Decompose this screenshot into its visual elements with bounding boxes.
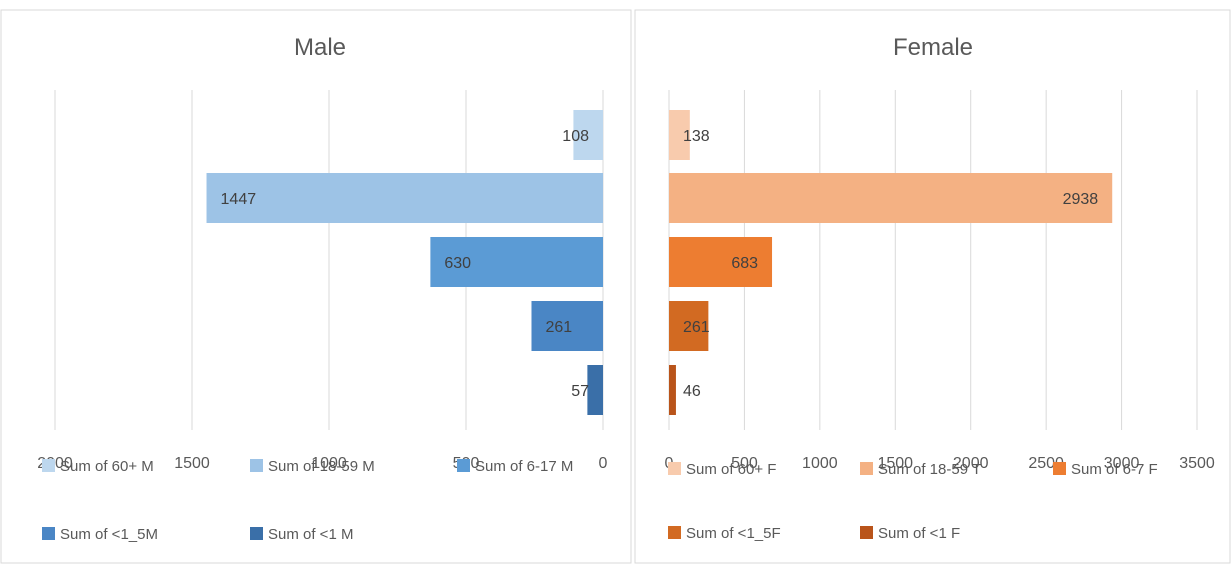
male-bar [430, 237, 603, 287]
female-legend-swatch [1053, 462, 1066, 475]
female-data-label: 261 [683, 319, 710, 336]
male-bar [531, 301, 603, 351]
male-data-label: 261 [545, 319, 572, 336]
male-x-tick-label: 1500 [174, 455, 210, 472]
male-legend-swatch [42, 527, 55, 540]
male-legend-label: Sum of 18-59 M [268, 458, 375, 475]
male-x-tick-label: 0 [599, 455, 608, 472]
female-bar [669, 110, 690, 160]
female-x-tick-label: 500 [731, 455, 758, 472]
male-legend-swatch [250, 527, 263, 540]
female-bar [669, 365, 676, 415]
male-data-label: 108 [562, 128, 589, 145]
female-bar [669, 301, 709, 351]
female-x-axis-ticks: 0500100015002000250030003500 [665, 455, 1215, 472]
female-legend-swatch [860, 462, 873, 475]
female-data-label: 138 [683, 128, 710, 145]
female-legend-label: Sum of 60+ F [686, 461, 776, 478]
male-bar [206, 173, 603, 223]
male-legend-label: Sum of 6-17 M [475, 458, 573, 475]
male-bar [587, 365, 603, 415]
male-data-label: 1447 [221, 191, 257, 208]
male-legend-swatch [42, 459, 55, 472]
male-chart-title: Male [294, 34, 346, 61]
female-bar [669, 237, 773, 287]
male-data-label: 57 [571, 383, 589, 400]
female-bar [669, 173, 1113, 223]
female-x-tick-label: 3500 [1179, 455, 1215, 472]
female-x-tick-label: 3000 [1104, 455, 1140, 472]
male-legend-label: Sum of <1 M [268, 526, 353, 543]
male-legend-label: Sum of <1_5M [60, 526, 158, 543]
male-x-tick-label: 1000 [311, 455, 347, 472]
female-data-label: 46 [683, 383, 701, 400]
male-bars: 108 1447 630 261 57 [206, 110, 603, 415]
female-legend-swatch [860, 526, 873, 539]
female-chart-title: Female [893, 34, 973, 61]
female-x-tick-label: 1500 [877, 455, 913, 472]
female-data-label: 683 [731, 255, 758, 272]
male-legend-swatch [457, 459, 470, 472]
female-legend-label: Sum of <1 F [878, 525, 960, 542]
male-bar [573, 110, 603, 160]
female-data-label: 2938 [1063, 191, 1099, 208]
female-x-tick-label: 1000 [802, 455, 838, 472]
female-legend-label: Sum of <1_5F [686, 525, 781, 542]
male-legend-swatch [250, 459, 263, 472]
male-legend-label: Sum of 60+ M [60, 458, 154, 475]
female-legend-swatch [668, 462, 681, 475]
male-legend: Sum of 60+ M Sum of 18-59 M Sum of 6-17 M S… [42, 458, 573, 543]
female-x-tick-label: 2000 [953, 455, 989, 472]
female-legend-swatch [668, 526, 681, 539]
female-bars: 138 2938 683 261 46 [669, 110, 1113, 415]
male-data-label: 630 [444, 255, 471, 272]
female-legend-label: Sum of 18-59 T [878, 461, 981, 478]
female-legend: Sum of 60+ F Sum of 18-59 T Sum of 6-7 F Su… [668, 461, 1158, 542]
female-legend-label: Sum of 6-7 F [1071, 461, 1158, 478]
